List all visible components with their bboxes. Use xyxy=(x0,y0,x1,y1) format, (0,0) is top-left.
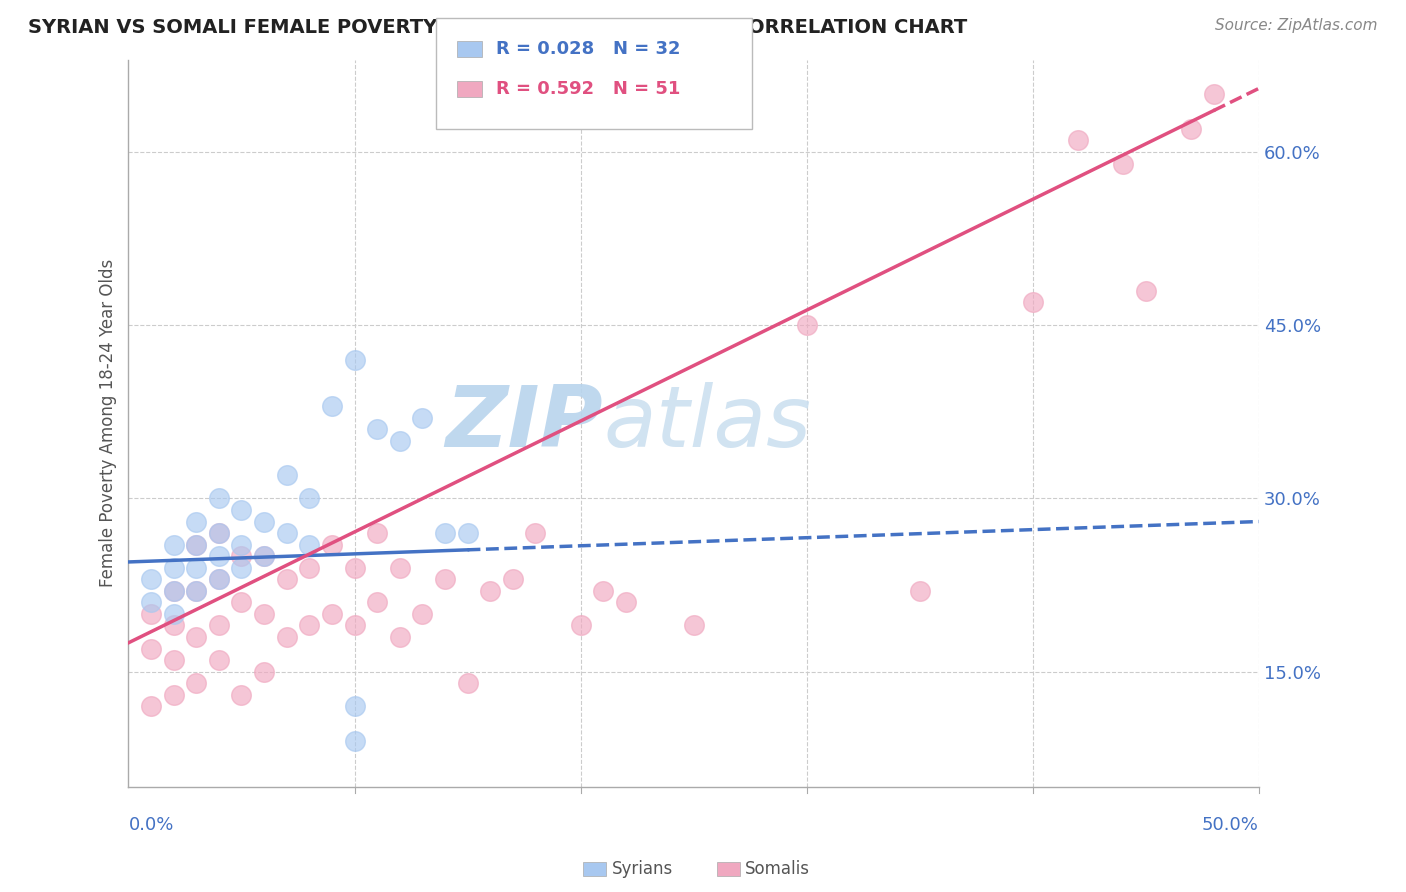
Text: atlas: atlas xyxy=(603,382,811,465)
Point xyxy=(163,653,186,667)
Point xyxy=(139,572,162,586)
Point xyxy=(457,526,479,541)
Point xyxy=(321,399,343,413)
Text: Syrians: Syrians xyxy=(612,860,673,878)
Point xyxy=(388,560,411,574)
Point xyxy=(366,422,388,436)
Point xyxy=(366,526,388,541)
Point xyxy=(343,618,366,632)
Point xyxy=(253,549,276,564)
Text: SYRIAN VS SOMALI FEMALE POVERTY AMONG 18-24 YEAR OLDS CORRELATION CHART: SYRIAN VS SOMALI FEMALE POVERTY AMONG 18… xyxy=(28,18,967,37)
Point xyxy=(479,583,502,598)
Point xyxy=(343,560,366,574)
Point xyxy=(1180,121,1202,136)
Point xyxy=(163,618,186,632)
Point xyxy=(908,583,931,598)
Point xyxy=(139,595,162,609)
Point xyxy=(231,538,253,552)
Point xyxy=(231,688,253,702)
Point xyxy=(298,538,321,552)
Point xyxy=(524,526,547,541)
Point xyxy=(388,630,411,644)
Point xyxy=(457,676,479,690)
Point xyxy=(343,352,366,367)
Point xyxy=(1112,156,1135,170)
Point xyxy=(1067,133,1090,147)
Point xyxy=(208,572,231,586)
Point xyxy=(163,538,186,552)
Point xyxy=(186,583,208,598)
Point xyxy=(186,515,208,529)
Point xyxy=(276,468,298,483)
Point xyxy=(796,318,818,333)
Point xyxy=(231,560,253,574)
Point xyxy=(208,572,231,586)
Point xyxy=(321,538,343,552)
Point xyxy=(208,491,231,506)
Point xyxy=(253,665,276,679)
Point xyxy=(253,549,276,564)
Point xyxy=(343,699,366,714)
Point xyxy=(276,572,298,586)
Text: 50.0%: 50.0% xyxy=(1202,816,1258,834)
Point xyxy=(208,549,231,564)
Point xyxy=(1202,87,1225,102)
Point xyxy=(186,583,208,598)
Point xyxy=(208,653,231,667)
Point xyxy=(276,526,298,541)
Text: Source: ZipAtlas.com: Source: ZipAtlas.com xyxy=(1215,18,1378,33)
Point xyxy=(1135,284,1157,298)
Point xyxy=(231,503,253,517)
Point xyxy=(139,607,162,621)
Text: R = 0.028   N = 32: R = 0.028 N = 32 xyxy=(496,40,681,58)
Point xyxy=(163,607,186,621)
Text: Somalis: Somalis xyxy=(745,860,810,878)
Point xyxy=(186,630,208,644)
Point xyxy=(433,526,456,541)
Point xyxy=(366,595,388,609)
Point xyxy=(231,549,253,564)
Point xyxy=(186,538,208,552)
Point xyxy=(139,699,162,714)
Point xyxy=(186,538,208,552)
Point xyxy=(163,583,186,598)
Point xyxy=(208,618,231,632)
Text: ZIP: ZIP xyxy=(446,382,603,465)
Point xyxy=(276,630,298,644)
Point xyxy=(614,595,637,609)
Text: R = 0.592   N = 51: R = 0.592 N = 51 xyxy=(496,80,681,98)
Point xyxy=(139,641,162,656)
Point xyxy=(1021,295,1043,310)
Point xyxy=(411,607,433,621)
Point xyxy=(569,618,592,632)
Point xyxy=(321,607,343,621)
Point xyxy=(163,688,186,702)
Point xyxy=(411,410,433,425)
Point xyxy=(298,618,321,632)
Point xyxy=(502,572,524,586)
Text: 0.0%: 0.0% xyxy=(128,816,174,834)
Point xyxy=(208,526,231,541)
Point xyxy=(186,676,208,690)
Point xyxy=(298,491,321,506)
Point xyxy=(592,583,614,598)
Point xyxy=(208,526,231,541)
Point xyxy=(163,583,186,598)
Point xyxy=(388,434,411,448)
Point xyxy=(298,560,321,574)
Point xyxy=(253,515,276,529)
Point xyxy=(682,618,704,632)
Point xyxy=(231,595,253,609)
Y-axis label: Female Poverty Among 18-24 Year Olds: Female Poverty Among 18-24 Year Olds xyxy=(100,260,117,588)
Point xyxy=(186,560,208,574)
Point xyxy=(163,560,186,574)
Point xyxy=(433,572,456,586)
Point xyxy=(253,607,276,621)
Point xyxy=(343,734,366,748)
